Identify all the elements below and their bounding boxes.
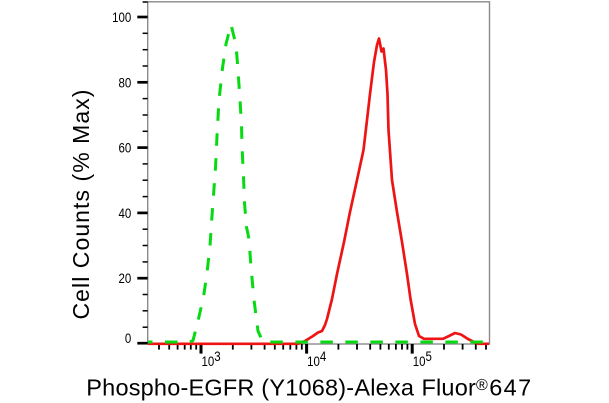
svg-text:103: 103: [202, 348, 221, 369]
svg-text:40: 40: [119, 205, 132, 221]
svg-text:Phospho-EGFR (Y1068)-Alexa Flu: Phospho-EGFR (Y1068)-Alexa Fluor®647: [86, 375, 532, 401]
svg-text:60: 60: [119, 139, 132, 155]
svg-text:104: 104: [307, 348, 326, 369]
svg-text:0: 0: [125, 330, 131, 346]
svg-text:80: 80: [119, 74, 132, 90]
svg-text:100: 100: [112, 9, 131, 25]
svg-text:Cell Counts (% Max): Cell Counts (% Max): [68, 88, 94, 319]
svg-text:20: 20: [119, 270, 132, 286]
svg-text:105: 105: [413, 348, 432, 369]
